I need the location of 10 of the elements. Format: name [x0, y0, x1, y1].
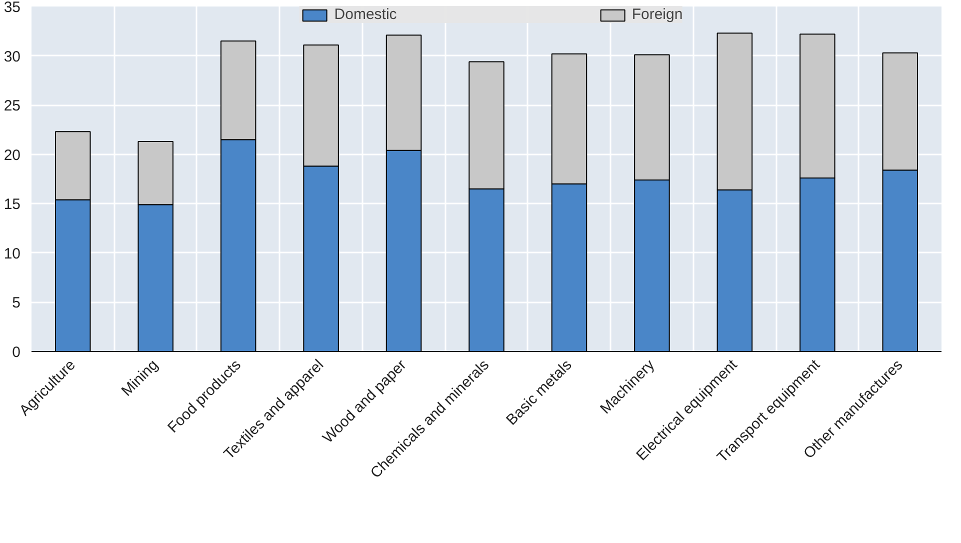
y-tick-label: 10 — [4, 245, 21, 262]
y-tick-label: 25 — [4, 98, 21, 115]
y-tick-label: 30 — [4, 48, 21, 66]
y-tick-label: 20 — [4, 146, 21, 164]
y-tick-label: 35 — [4, 0, 21, 16]
y-tick-label: 15 — [4, 196, 21, 214]
legend-label: Foreign — [632, 6, 683, 23]
y-tick-label: 0 — [12, 344, 20, 361]
legend-label: Domestic — [334, 6, 397, 23]
y-tick-label: 5 — [12, 294, 20, 312]
